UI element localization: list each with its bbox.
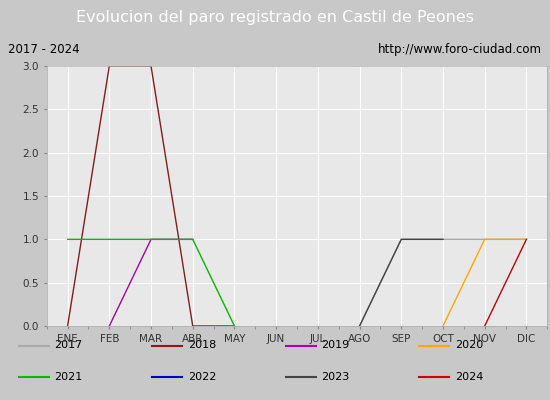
Text: 2019: 2019 — [321, 340, 350, 350]
Text: 2024: 2024 — [455, 372, 483, 382]
Text: 2022: 2022 — [188, 372, 216, 382]
Text: 2021: 2021 — [54, 372, 82, 382]
Text: Evolucion del paro registrado en Castil de Peones: Evolucion del paro registrado en Castil … — [76, 10, 474, 25]
Text: 2020: 2020 — [455, 340, 483, 350]
Text: 2018: 2018 — [188, 340, 216, 350]
Text: 2023: 2023 — [321, 372, 350, 382]
Text: 2017: 2017 — [54, 340, 82, 350]
Text: http://www.foro-ciudad.com: http://www.foro-ciudad.com — [378, 43, 542, 56]
Text: 2017 - 2024: 2017 - 2024 — [8, 43, 80, 56]
